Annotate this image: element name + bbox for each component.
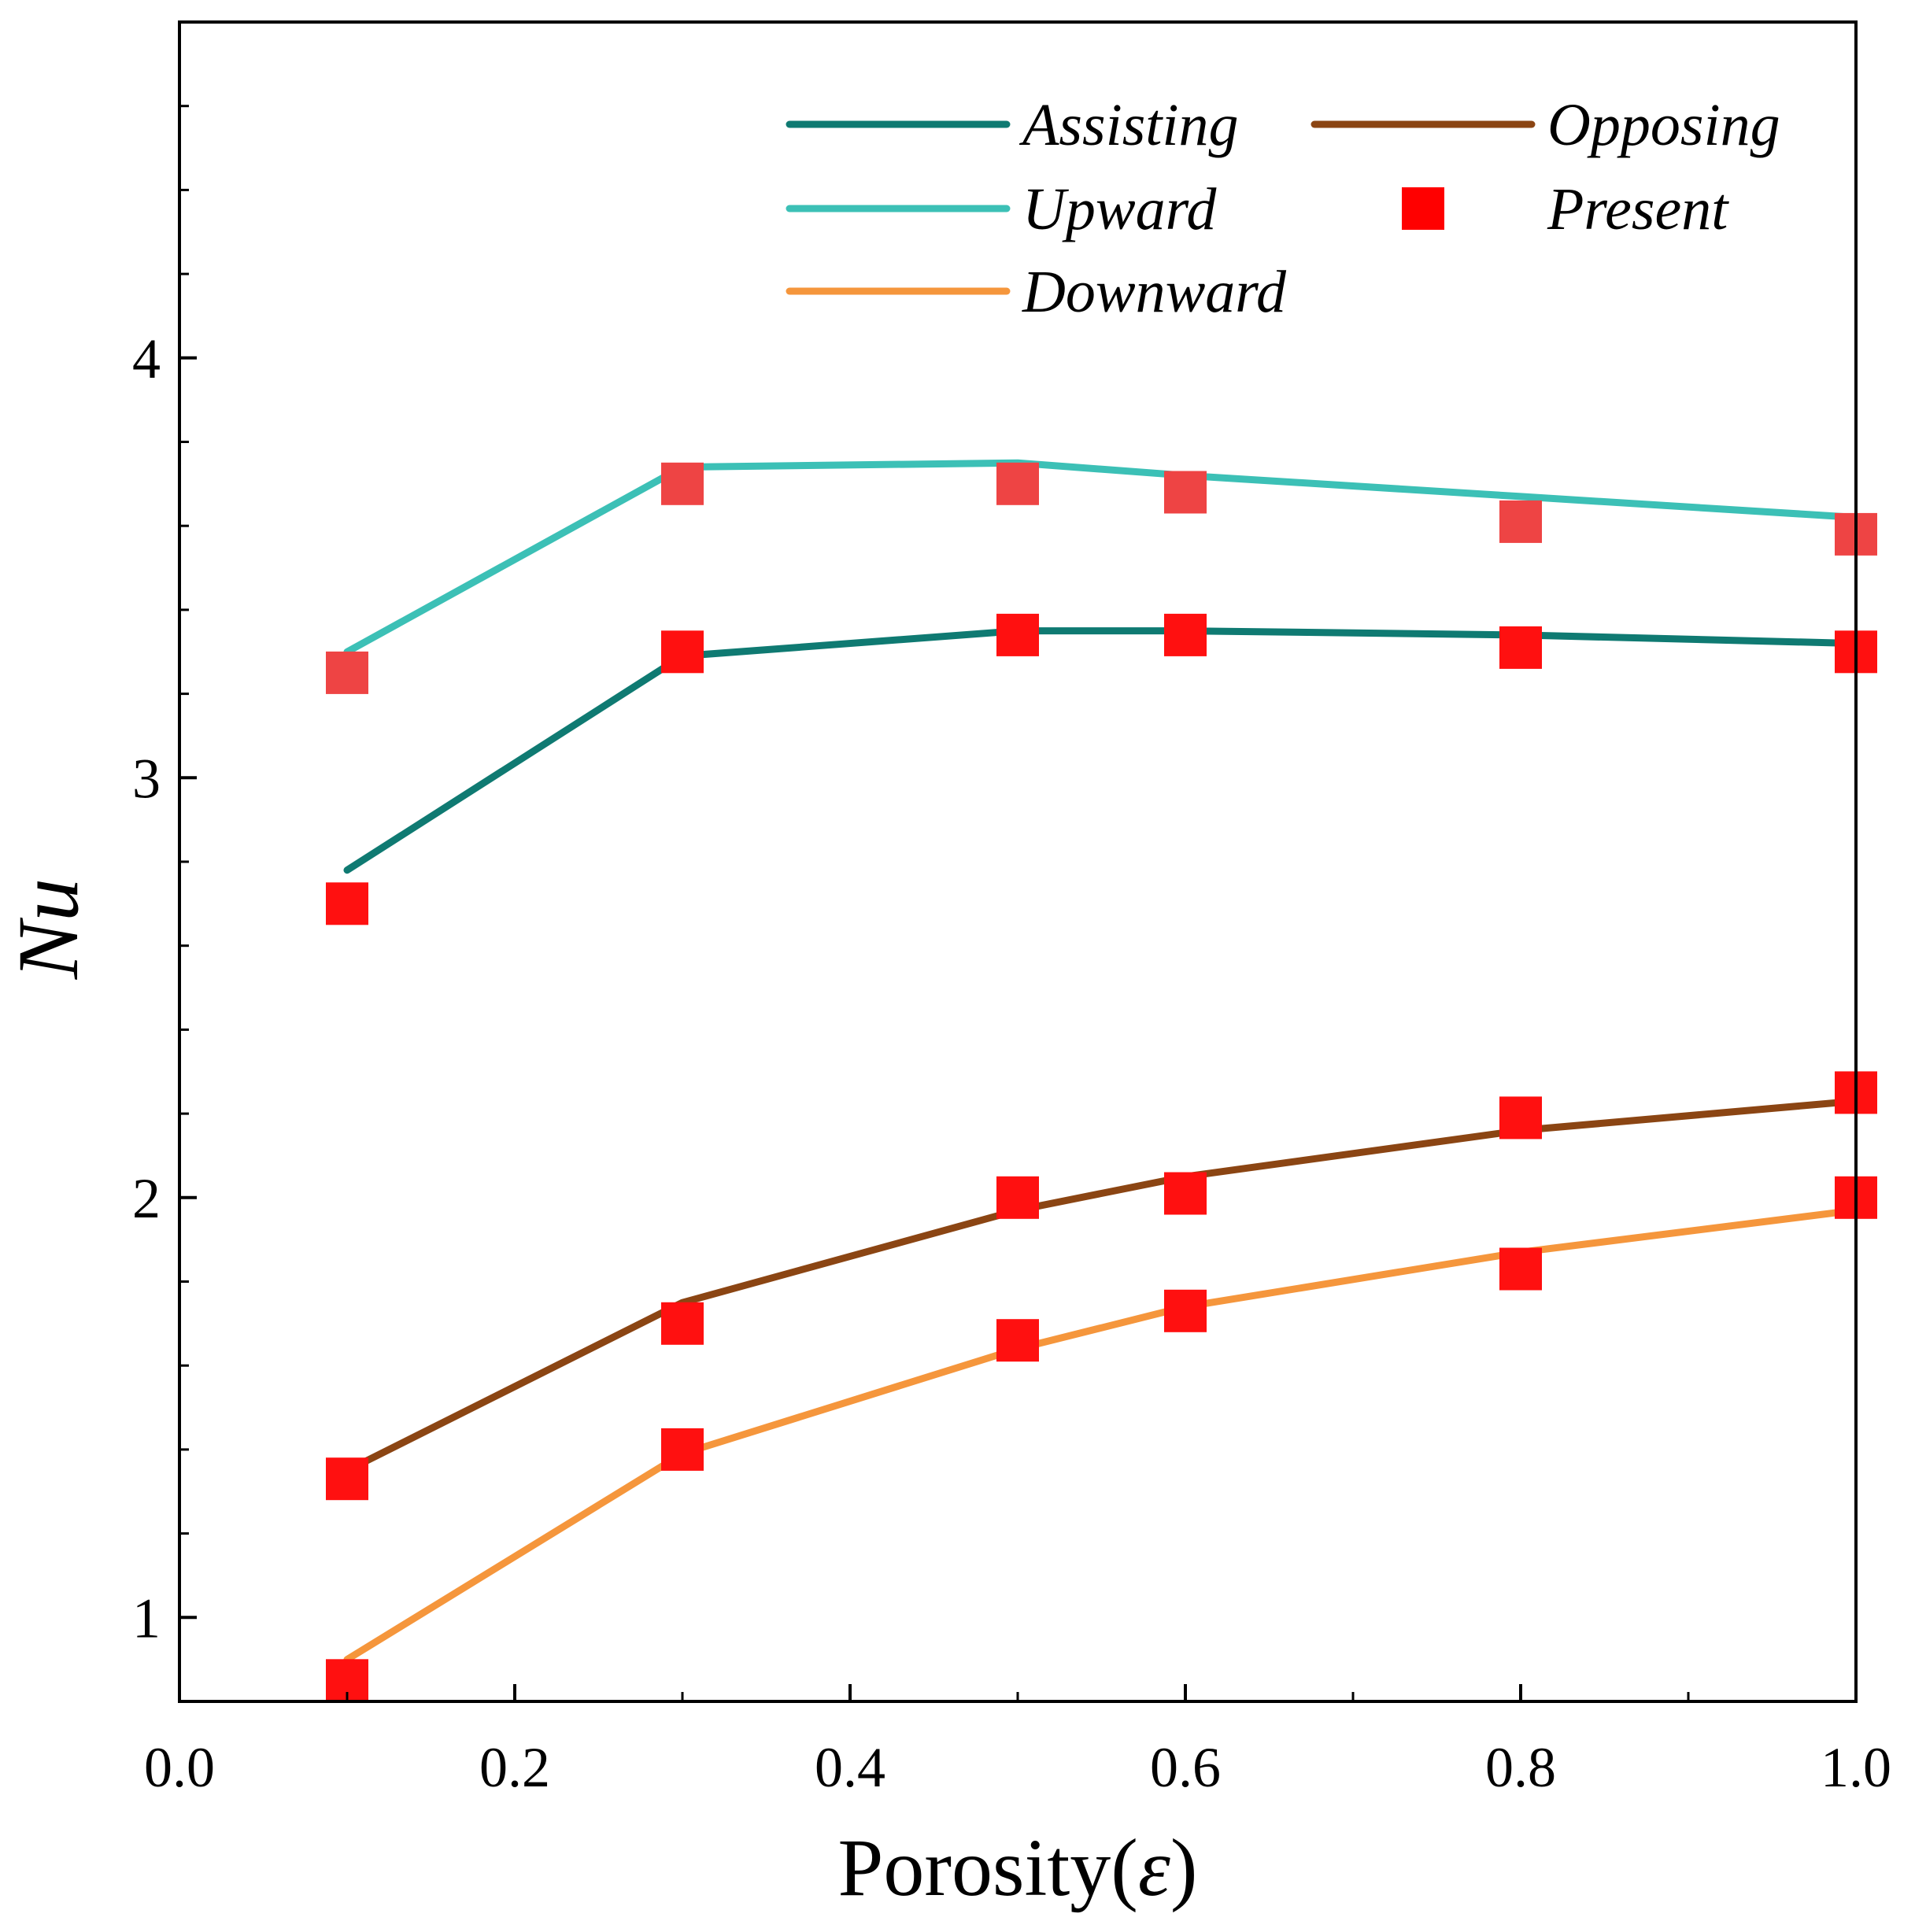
series-lines — [343, 459, 1860, 1664]
x-axis-title-close: ) — [1170, 1823, 1198, 1913]
x-tick-label: 0.6 — [1150, 1736, 1221, 1799]
present-marker-downward-3 — [1164, 1289, 1207, 1332]
series-line-downward — [343, 1206, 1860, 1664]
present-marker-upward-3 — [1164, 471, 1207, 514]
present-marker-assisting-1 — [661, 630, 704, 674]
present-marker-upward-2 — [996, 462, 1039, 505]
x-axis-title-symbol: ε — [1138, 1823, 1170, 1913]
x-tick-label: 0.4 — [815, 1736, 885, 1799]
legend-label-opposing: Opposing — [1547, 92, 1780, 158]
present-marker-opposing-2 — [996, 1176, 1039, 1219]
present-marker-opposing-4 — [1499, 1096, 1542, 1140]
series-line-assisting — [343, 627, 1860, 874]
legend-item-assisting: Assisting — [786, 92, 1239, 158]
legend-label-upward: Upward — [1022, 176, 1217, 242]
present-marker-opposing-1 — [661, 1302, 704, 1345]
series-line-opposing — [343, 1097, 1860, 1475]
x-axis-title-main: Porosity( — [838, 1823, 1138, 1913]
plot-frame — [178, 20, 1858, 1703]
present-marker-upward-4 — [1499, 500, 1542, 543]
present-marker-downward-4 — [1499, 1247, 1542, 1291]
present-marker-assisting-2 — [996, 613, 1039, 656]
x-tick-label: 1.0 — [1821, 1736, 1891, 1799]
present-marker-downward-2 — [996, 1319, 1039, 1362]
legend: Assisting Opposing Upward Present Downward — [786, 92, 1780, 325]
y-tick-label: 1 — [132, 1587, 161, 1649]
legend-item-opposing: Opposing — [1311, 92, 1780, 158]
legend-swatch-present — [1402, 187, 1444, 230]
series-line-upward — [343, 459, 1860, 656]
x-tick-label: 0.2 — [479, 1736, 550, 1799]
legend-item-present: Present — [1402, 176, 1729, 242]
present-marker-opposing-0 — [326, 1457, 368, 1501]
axes: 0.0 0.2 0.4 0.6 0.8 1.0 1 2 3 4 Porosity(ε) Nu — [0, 20, 1891, 1913]
legend-label-downward: Downward — [1022, 259, 1287, 325]
x-tick-label: 0.0 — [144, 1736, 215, 1799]
present-marker-opposing-3 — [1164, 1172, 1207, 1215]
present-marker-assisting-4 — [1499, 626, 1542, 669]
present-markers — [326, 462, 1877, 1702]
x-tick-label: 0.8 — [1485, 1736, 1556, 1799]
present-marker-assisting-0 — [326, 882, 368, 925]
present-marker-assisting-3 — [1164, 613, 1207, 656]
y-tick-label: 4 — [132, 327, 161, 390]
x-axis-title: Porosity(ε) — [838, 1823, 1198, 1913]
present-marker-upward-0 — [326, 651, 368, 694]
y-axis-title: Nu — [0, 878, 96, 980]
y-tick-label: 2 — [132, 1167, 161, 1230]
legend-label-present: Present — [1547, 176, 1729, 242]
y-tick-label: 3 — [132, 747, 161, 810]
present-marker-upward-1 — [661, 462, 704, 505]
legend-item-upward: Upward — [786, 176, 1217, 242]
legend-label-assisting: Assisting — [1018, 92, 1239, 158]
present-marker-downward-1 — [661, 1428, 704, 1471]
legend-item-downward: Downward — [786, 259, 1287, 325]
